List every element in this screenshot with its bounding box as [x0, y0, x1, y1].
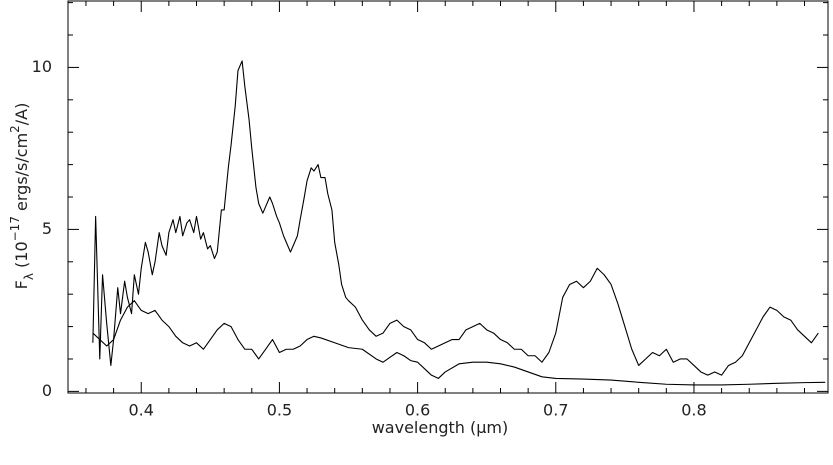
- label-part: wavelength (: [372, 418, 477, 437]
- y-tick-label: 10: [32, 57, 52, 76]
- y-tick-label: 0: [42, 381, 52, 400]
- x-tick-label: 0.8: [681, 401, 706, 420]
- spectrum-line: [92, 300, 826, 386]
- x-tick-label: 0.4: [129, 401, 154, 420]
- label-part: λ: [22, 273, 36, 280]
- x-tick-label: 0.7: [543, 401, 568, 420]
- x-axis-label: wavelength (μm): [372, 418, 509, 437]
- x-tick-label: 0.5: [267, 401, 292, 420]
- label-part: −17: [8, 216, 22, 241]
- plot-frame: [67, 0, 829, 394]
- y-axis-label: Fλ (10−17 ergs/s/cm2/A): [8, 103, 36, 290]
- label-part: ): [502, 418, 508, 437]
- y-tick-label: 5: [42, 219, 52, 238]
- x-tick-label: 0.6: [405, 401, 430, 420]
- label-part: μm: [476, 418, 502, 437]
- label-part: ergs/s/cm: [12, 133, 31, 216]
- spectrum-line: [92, 60, 819, 376]
- label-part: 2: [8, 125, 22, 133]
- label-part: /A): [12, 103, 31, 126]
- label-part: (10: [12, 241, 31, 273]
- label-part: F: [12, 280, 31, 289]
